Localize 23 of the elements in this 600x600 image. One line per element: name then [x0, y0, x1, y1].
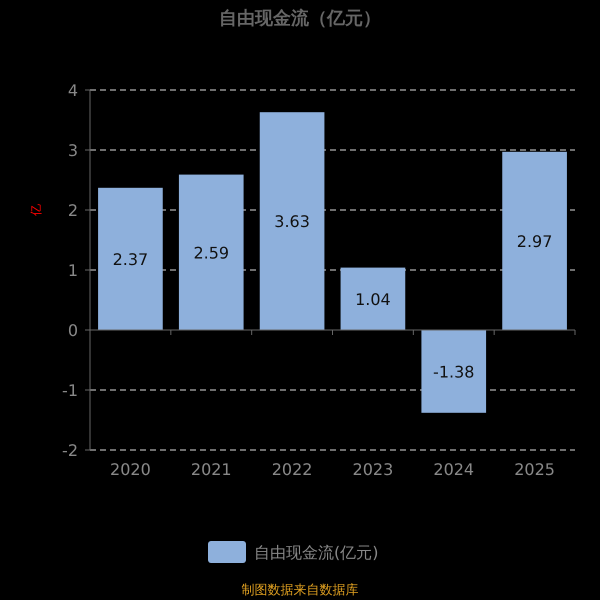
data-label: 2.37	[112, 250, 148, 269]
x-tick-label: 2020	[110, 460, 151, 479]
y-tick-label: 0	[68, 321, 78, 340]
y-tick-label: -2	[62, 441, 78, 460]
data-label: -1.38	[433, 362, 474, 382]
y-tick-label: 2	[68, 201, 78, 220]
ylabel: 亿	[29, 204, 43, 216]
text: 制图数据来自数据库	[242, 583, 358, 598]
y-tick-label: -1	[62, 381, 78, 400]
x-tick-label: 2022	[272, 460, 312, 479]
y-tick-label: 3	[68, 141, 78, 160]
y-tick-label: 1	[68, 261, 78, 280]
x-tick-label: 2023	[352, 460, 394, 479]
data-label: 1.04	[355, 290, 391, 309]
data-label: 3.63	[274, 212, 310, 232]
x-tick-label: 2024	[433, 460, 474, 479]
title: 自由现金流（亿元）	[219, 8, 381, 29]
x-tick-label: 2025	[514, 460, 555, 479]
data-label: 2.97	[516, 232, 552, 251]
data-label: 2.59	[193, 243, 230, 262]
legend-label: 自由现金流(亿元)	[254, 543, 378, 562]
x-tick-label: 2021	[190, 460, 232, 479]
y-tick-label: 4	[68, 81, 78, 100]
